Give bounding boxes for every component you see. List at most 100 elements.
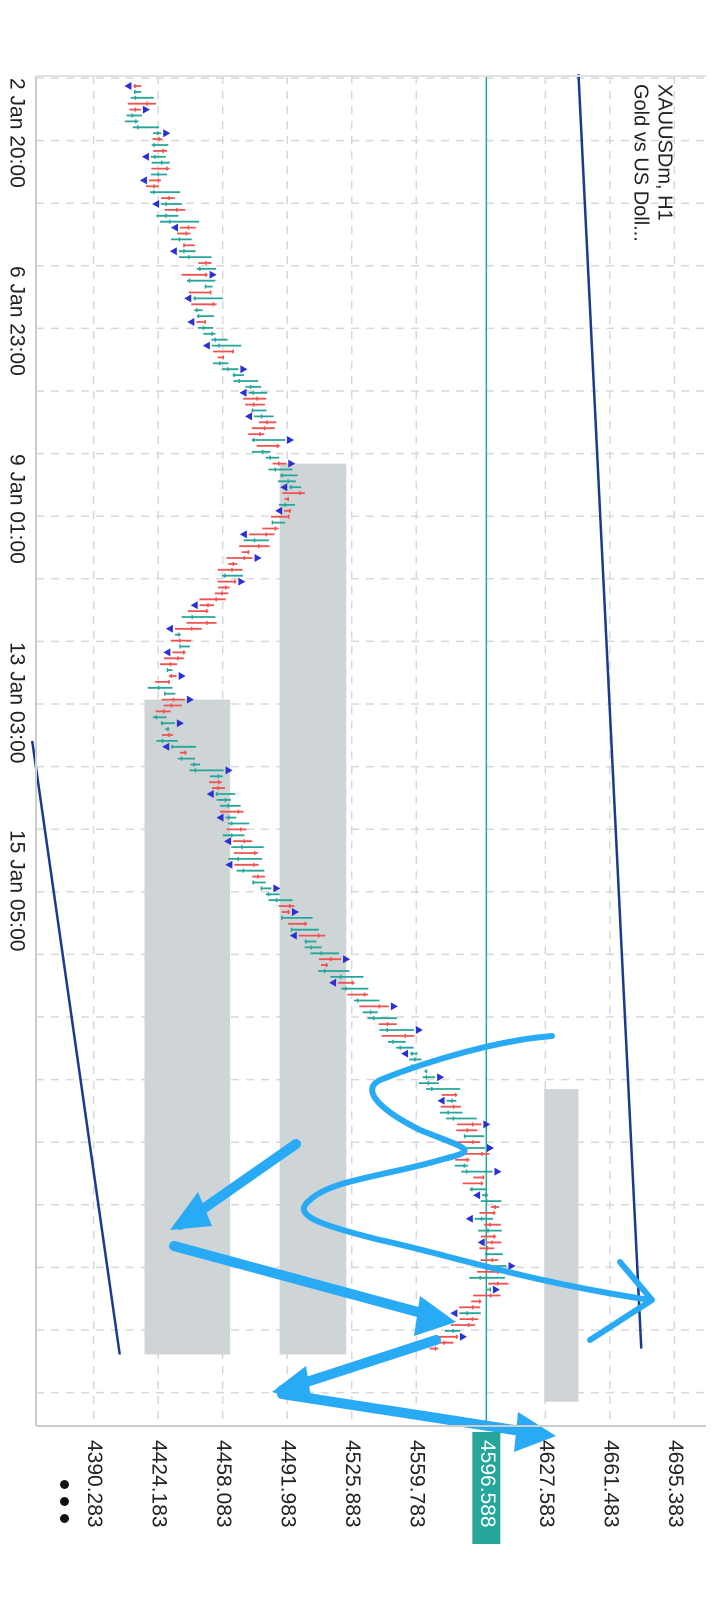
candle [152, 715, 167, 720]
candle [213, 361, 229, 366]
candle [271, 520, 286, 525]
candle [212, 786, 225, 791]
candle [252, 880, 266, 885]
fractal-marker [163, 129, 171, 138]
candle [484, 1222, 501, 1227]
fractal-marker [494, 1167, 502, 1176]
trendlines [30, 74, 643, 1355]
trendline [30, 740, 121, 1355]
zone-rect [544, 1089, 579, 1402]
annotation-arrow-2-head [414, 1296, 456, 1336]
x-tick-label-group: 15 Jan 05:00 [5, 830, 28, 951]
fractal-marker [124, 82, 132, 90]
candle [127, 101, 156, 106]
candle [281, 915, 313, 920]
more-options-icon[interactable] [60, 1480, 74, 1530]
candle [488, 1281, 509, 1286]
candle [347, 992, 369, 997]
candle [265, 455, 280, 460]
candle [275, 506, 292, 515]
fractal-marker [176, 719, 184, 728]
candle [161, 695, 194, 704]
fractal-marker [477, 1238, 485, 1247]
candle [418, 1081, 439, 1086]
x-tick-label: 6 Jan 23:00 [5, 266, 28, 376]
candle [280, 483, 302, 492]
candle [194, 308, 203, 313]
price-badge-label: 4596.588 [476, 1440, 499, 1528]
candle [198, 261, 212, 265]
candle [224, 837, 253, 846]
candle [456, 1128, 478, 1133]
fractal-marker [288, 459, 296, 468]
candle [155, 709, 171, 714]
candle [217, 577, 246, 586]
candle [258, 420, 277, 425]
fractal-marker [437, 1073, 445, 1082]
y-tick-label: 4491.983 [277, 1440, 300, 1528]
fractal-marker [486, 1144, 494, 1152]
candle [226, 827, 247, 832]
candle [441, 1092, 458, 1097]
candle [228, 821, 250, 826]
candle [152, 137, 163, 142]
fractal-marker [139, 176, 147, 185]
candle [479, 1210, 496, 1215]
candle [280, 473, 298, 478]
candle [480, 1258, 499, 1263]
y-tick-label: 4458.083 [212, 1440, 235, 1528]
fractal-marker [186, 695, 194, 704]
annotation-arrow-1-head [170, 1192, 212, 1230]
candle [239, 530, 275, 539]
candle [378, 1022, 397, 1027]
fractal-marker [450, 1309, 458, 1318]
candle [220, 809, 244, 814]
candle [155, 679, 170, 684]
x-tick-label-group: 2 Jan 20:00 [5, 78, 28, 188]
candle [184, 294, 223, 303]
candle [222, 833, 245, 838]
candle [268, 898, 293, 903]
fractal-marker [254, 554, 262, 562]
candle [186, 278, 216, 283]
candle [318, 955, 351, 964]
candle [228, 561, 238, 566]
candle [189, 766, 233, 775]
y-tick-label: 4661.483 [599, 1440, 622, 1528]
fractal-marker [190, 601, 198, 610]
fractal-marker [209, 270, 217, 279]
candle [330, 974, 364, 979]
candle [209, 774, 223, 779]
x-tick-label: 15 Jan 05:00 [5, 830, 28, 951]
y-tick-label-group: 4627.583 [535, 1440, 558, 1528]
y-tick-label-group: 4390.283 [83, 1440, 106, 1528]
candle [367, 1016, 397, 1021]
fractal-marker [152, 200, 160, 208]
annotations [169, 1033, 655, 1452]
candle [152, 200, 183, 208]
candle [444, 1328, 461, 1333]
candle [163, 656, 184, 661]
candle [217, 355, 224, 360]
fractal-marker [280, 483, 288, 492]
annotation-squiggle [300, 1033, 653, 1303]
candle [270, 514, 290, 519]
fractal-marker [287, 436, 295, 444]
candle [450, 1323, 476, 1327]
candle [179, 644, 190, 649]
candle [479, 1246, 495, 1251]
candle [216, 797, 231, 802]
candle [147, 685, 173, 690]
fractal-marker [184, 294, 192, 303]
candle [174, 632, 181, 637]
y-tick-label: 4390.283 [83, 1440, 106, 1528]
candle [251, 436, 295, 444]
trendline [577, 74, 643, 1349]
candle [206, 790, 236, 798]
candle [463, 1134, 485, 1139]
candle [188, 290, 212, 295]
y-grid [92, 76, 676, 1426]
candle [387, 1039, 406, 1044]
x-tick-label-group: 13 Jan 03:00 [5, 642, 28, 763]
